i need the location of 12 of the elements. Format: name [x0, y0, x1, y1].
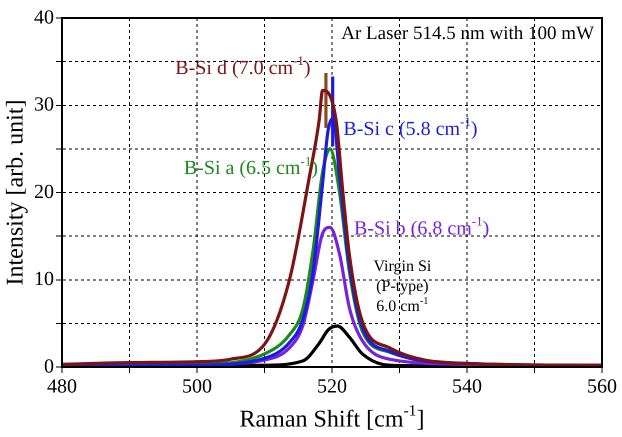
y-axis-title: Intensity [arb. unit] — [2, 100, 28, 286]
x-tick-label: 480 — [47, 375, 77, 398]
x-tick-label: 540 — [452, 375, 482, 398]
x-tick-label: 500 — [182, 375, 212, 398]
y-tick-label: 0 — [44, 355, 54, 378]
y-tick-label: 40 — [34, 6, 54, 28]
annotation: Ar Laser 514.5 nm with 100 mW — [341, 22, 594, 44]
x-tick-label: 520 — [317, 375, 347, 398]
x-tick-label: 560 — [587, 375, 617, 398]
y-tick-label: 30 — [34, 94, 54, 116]
y-tick-label: 10 — [34, 268, 54, 290]
y-tick-label: 20 — [34, 180, 54, 203]
